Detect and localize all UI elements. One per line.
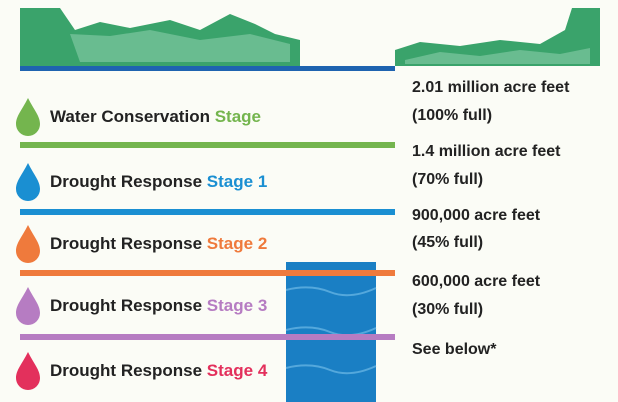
stage-label: Drought Response Stage 2 [50,234,267,253]
stage-label: Water Conservation Stage [50,107,261,126]
level-amount: 1.4 million acre feet [412,143,561,160]
hill-right-light [405,48,590,64]
stage-label: Drought Response Stage 3 [50,296,267,315]
stage-number: Stage [215,107,261,126]
stage-name: Drought Response [50,234,202,253]
stage-name: Drought Response [50,296,202,315]
water-ripples [285,286,377,375]
stage-number: Stage 1 [207,172,267,191]
hill-right [395,8,600,66]
level-percent: (30% full) [412,301,483,318]
threshold-line [20,209,395,215]
level-amount: 600,000 acre feet [412,273,541,290]
level-amount: 900,000 acre feet [412,207,541,224]
threshold-line [20,334,395,340]
level-percent: (100% full) [412,107,492,124]
stage-name: Water Conservation [50,107,210,126]
stage-number: Stage 4 [207,361,268,380]
hill-left-light [70,30,290,62]
stage-label: Drought Response Stage 4 [50,361,268,380]
top-line [20,66,395,71]
threshold-line [20,142,395,148]
level-amount: 2.01 million acre feet [412,79,570,96]
level-percent: (70% full) [412,171,483,188]
drop-icon [16,352,40,390]
drop-icon [16,163,40,201]
stage-number: Stage 2 [207,234,267,253]
level-percent: (45% full) [412,234,483,251]
drop-icon [16,225,40,263]
stage-name: Drought Response [50,361,202,380]
threshold-line [20,270,395,276]
stage-label: Drought Response Stage 1 [50,172,267,191]
stage-name: Drought Response [50,172,202,191]
drop-icon [16,287,40,325]
stage-number: Stage 3 [207,296,267,315]
drop-icon [16,98,40,136]
level-amount: See below* [412,341,497,358]
